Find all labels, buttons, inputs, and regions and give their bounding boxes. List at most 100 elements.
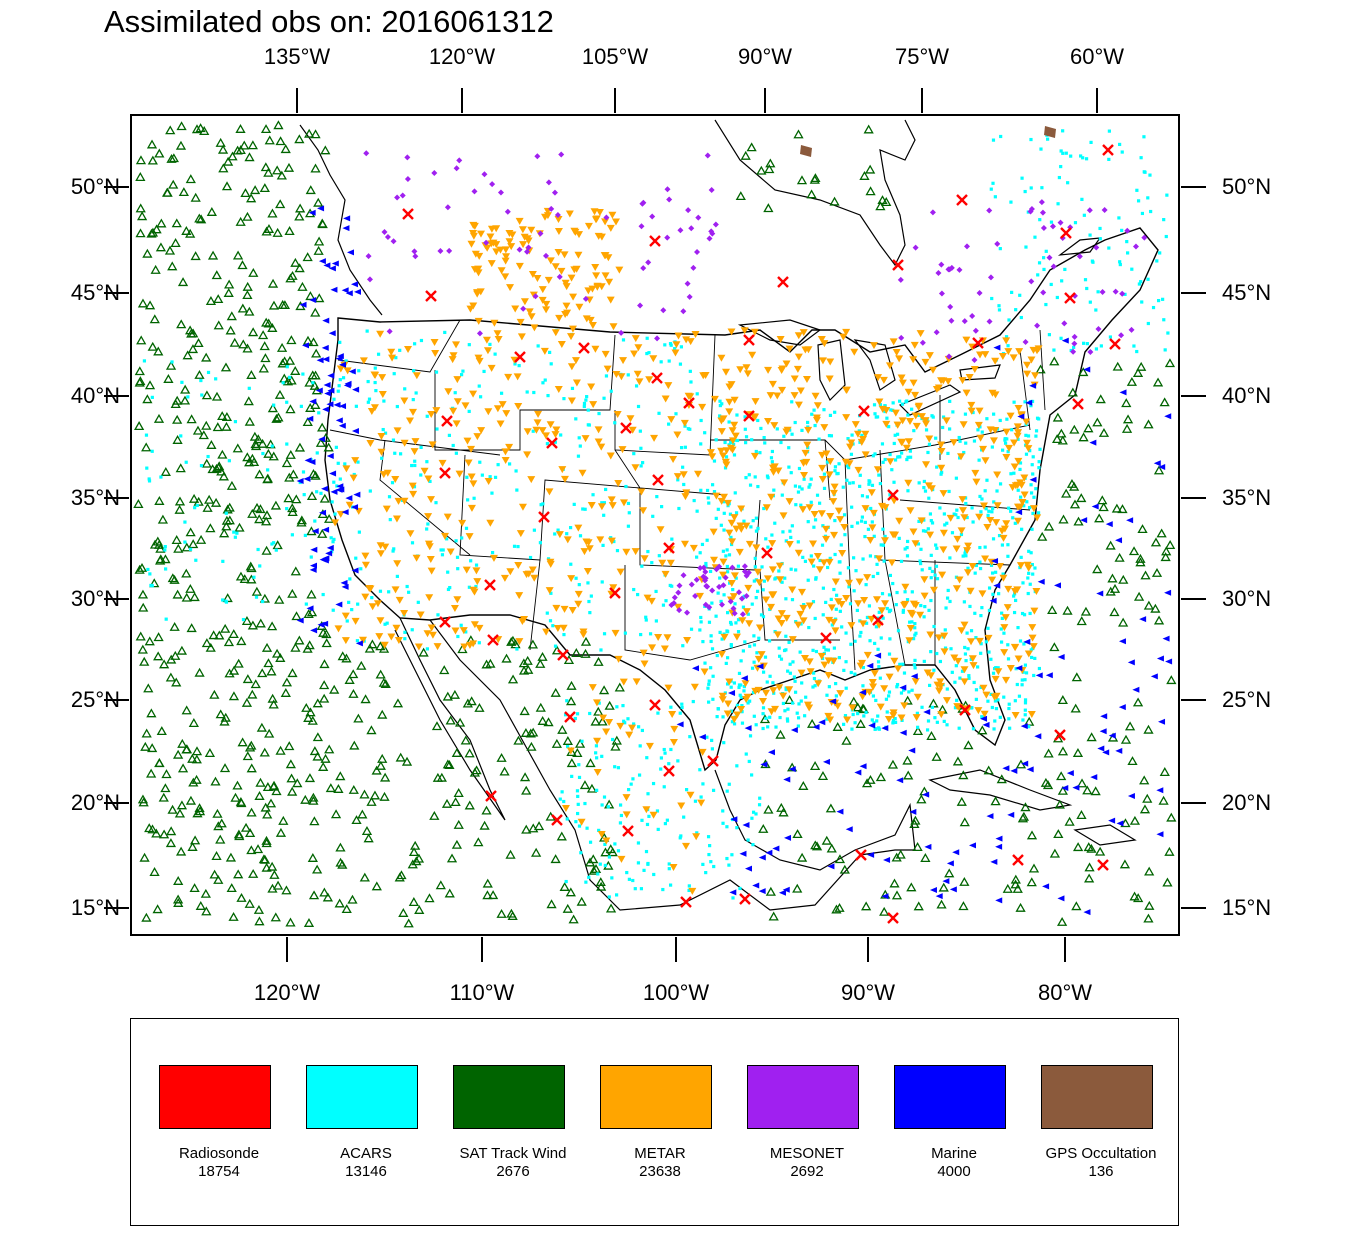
acars-marker bbox=[347, 600, 351, 604]
sat-track-wind-marker bbox=[537, 715, 548, 725]
acars-marker bbox=[640, 818, 644, 822]
marine-marker bbox=[1020, 723, 1028, 730]
sat-track-wind-marker bbox=[273, 412, 284, 422]
acars-marker bbox=[802, 603, 806, 607]
sat-track-wind-marker bbox=[259, 183, 270, 193]
marine-marker bbox=[321, 620, 329, 627]
sat-track-wind-marker bbox=[266, 666, 277, 676]
sat-track-wind-marker bbox=[1083, 423, 1094, 433]
acars-marker bbox=[517, 364, 521, 368]
acars-marker bbox=[1029, 186, 1033, 190]
sat-track-wind-marker bbox=[303, 918, 315, 927]
sat-track-wind-marker bbox=[290, 642, 301, 652]
acars-marker bbox=[1034, 429, 1039, 433]
acars-marker bbox=[538, 541, 543, 545]
acars-marker bbox=[1081, 156, 1085, 160]
bottom-lon-label: 120°W bbox=[253, 980, 321, 1005]
acars-marker bbox=[884, 697, 889, 701]
metar-marker bbox=[493, 330, 502, 338]
acars-marker bbox=[645, 351, 649, 356]
acars-marker bbox=[456, 567, 460, 571]
acars-marker bbox=[193, 506, 197, 510]
metar-marker bbox=[892, 349, 901, 357]
acars-marker bbox=[582, 404, 586, 409]
metar-marker bbox=[482, 336, 491, 344]
mesonet-marker bbox=[712, 221, 719, 228]
sat-track-wind-marker bbox=[268, 300, 280, 310]
metar-marker bbox=[467, 445, 476, 453]
acars-marker bbox=[965, 515, 969, 520]
acars-marker bbox=[206, 370, 211, 375]
metar-marker bbox=[639, 649, 648, 657]
metar-marker bbox=[1001, 614, 1010, 622]
sat-track-wind-marker bbox=[228, 911, 239, 921]
metar-marker bbox=[506, 568, 515, 576]
metar-marker bbox=[515, 638, 524, 646]
acars-marker bbox=[955, 698, 959, 702]
acars-marker bbox=[1023, 663, 1028, 667]
sat-track-wind-marker bbox=[936, 899, 947, 909]
acars-marker bbox=[883, 534, 887, 539]
marine-marker bbox=[935, 893, 943, 900]
acars-marker bbox=[976, 428, 980, 432]
sat-track-wind-marker bbox=[363, 833, 374, 843]
metar-marker bbox=[579, 628, 588, 636]
acars-marker bbox=[1137, 282, 1141, 286]
sat-track-wind-marker bbox=[313, 245, 324, 255]
acars-marker bbox=[1094, 308, 1098, 312]
acars-marker bbox=[1012, 400, 1016, 404]
acars-marker bbox=[917, 413, 921, 417]
acars-marker bbox=[691, 699, 695, 704]
acars-marker bbox=[780, 493, 784, 497]
acars-marker bbox=[574, 417, 578, 421]
mesonet-marker bbox=[680, 308, 687, 315]
acars-marker bbox=[587, 599, 591, 604]
acars-marker bbox=[758, 451, 762, 455]
acars-marker bbox=[954, 513, 958, 517]
metar-marker bbox=[939, 490, 948, 498]
acars-marker bbox=[891, 581, 895, 586]
radiosonde-marker bbox=[761, 547, 773, 559]
sat-track-wind-marker bbox=[330, 809, 342, 819]
acars-marker bbox=[766, 545, 770, 549]
sat-track-wind-marker bbox=[1139, 804, 1151, 814]
metar-marker bbox=[427, 567, 436, 575]
metar-marker bbox=[807, 558, 816, 566]
marine-marker bbox=[1045, 672, 1053, 679]
sat-track-wind-marker bbox=[250, 679, 261, 689]
acars-marker bbox=[677, 506, 681, 511]
sat-track-wind-marker bbox=[1135, 557, 1146, 567]
metar-marker bbox=[910, 341, 919, 349]
metar-marker bbox=[753, 568, 762, 576]
metar-marker bbox=[895, 355, 904, 363]
acars-marker bbox=[992, 727, 996, 731]
acars-marker bbox=[1148, 173, 1152, 177]
metar-marker bbox=[735, 548, 744, 556]
acars-marker bbox=[788, 671, 792, 675]
sat-track-wind-marker bbox=[586, 783, 598, 793]
acars-marker bbox=[1139, 156, 1143, 160]
sat-track-wind-marker bbox=[158, 829, 170, 839]
sat-track-wind-marker bbox=[254, 916, 265, 926]
sat-track-wind-marker bbox=[246, 740, 257, 750]
acars-marker bbox=[623, 631, 627, 635]
metar-marker bbox=[859, 620, 868, 628]
sat-track-wind-marker bbox=[1076, 810, 1087, 819]
mesonet-marker bbox=[1076, 253, 1083, 260]
metar-marker bbox=[939, 377, 948, 385]
metar-marker bbox=[1033, 514, 1042, 522]
sat-track-wind-marker bbox=[403, 918, 414, 928]
metar-marker bbox=[464, 459, 473, 467]
sat-track-wind-marker bbox=[1054, 799, 1065, 809]
metar-marker bbox=[700, 668, 709, 676]
sat-track-wind-marker bbox=[283, 162, 295, 172]
marine-marker bbox=[347, 249, 355, 256]
legend-swatch bbox=[453, 1065, 565, 1129]
sat-track-wind-marker bbox=[528, 823, 539, 833]
acars-marker bbox=[412, 485, 417, 489]
acars-marker bbox=[874, 698, 878, 703]
acars-marker bbox=[1018, 293, 1022, 297]
metar-marker bbox=[359, 636, 368, 644]
acars-marker bbox=[721, 549, 725, 553]
sat-track-wind-marker bbox=[276, 342, 288, 352]
